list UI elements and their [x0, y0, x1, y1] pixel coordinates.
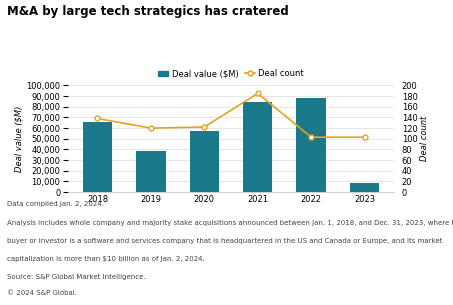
- Legend: Deal value ($M), Deal count: Deal value ($M), Deal count: [155, 66, 307, 82]
- Y-axis label: Deal count: Deal count: [420, 116, 429, 161]
- Text: Data compiled Jan. 2, 2024.: Data compiled Jan. 2, 2024.: [7, 201, 104, 207]
- Bar: [136, 151, 166, 192]
- Bar: [83, 122, 112, 192]
- Text: M&A by large tech strategics has cratered: M&A by large tech strategics has cratere…: [7, 5, 289, 18]
- Text: Source: S&P Global Market Intelligence.: Source: S&P Global Market Intelligence.: [7, 274, 145, 281]
- Text: Analysis includes whole company and majority stake acquisitions announced betwee: Analysis includes whole company and majo…: [7, 220, 453, 226]
- Y-axis label: Deal value ($M): Deal value ($M): [14, 106, 24, 172]
- Bar: [350, 182, 379, 192]
- Bar: [296, 98, 326, 192]
- Text: buyer or investor is a software and services company that is headquartered in th: buyer or investor is a software and serv…: [7, 238, 442, 244]
- Text: capitalization is more than $10 billion as of Jan. 2, 2024.: capitalization is more than $10 billion …: [7, 256, 205, 262]
- Bar: [190, 131, 219, 192]
- Bar: [243, 102, 272, 192]
- Text: © 2024 S&P Global.: © 2024 S&P Global.: [7, 290, 77, 296]
